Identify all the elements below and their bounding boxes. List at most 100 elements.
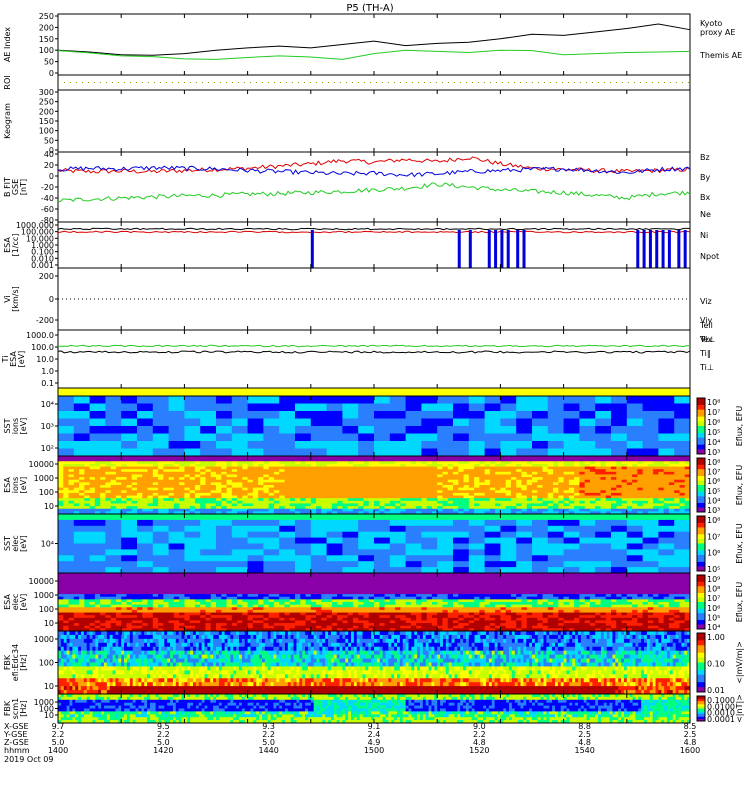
esa-ion-cell [595, 474, 601, 478]
esa-elec-cell [416, 580, 422, 584]
esa-ion-cell [500, 500, 507, 504]
esa-ion-cell [194, 477, 201, 481]
esa-elec-cell [131, 588, 138, 592]
esa-elec-cell [94, 580, 101, 584]
sst-ion-cell [516, 411, 533, 419]
esa-ion-cell [305, 456, 312, 460]
esa-ion-cell [94, 485, 101, 489]
esa-ion-cell [563, 485, 570, 489]
esa-ion-cell [679, 469, 686, 473]
esa-ion-cell [516, 482, 522, 486]
esa-ion-cell [547, 498, 554, 502]
esa-elec-cell [352, 583, 359, 587]
esa-ion-cell [268, 487, 275, 491]
esa-ion-cell [258, 463, 264, 467]
esa-ion-cell [532, 508, 538, 512]
esa-ion-cell [200, 503, 206, 507]
esa-ion-cell [442, 506, 449, 510]
esa-elec-cell [231, 573, 238, 577]
sst-elec-cell [184, 543, 201, 550]
esa-elec-cell [273, 578, 280, 582]
esa-elec-cell [258, 578, 264, 582]
esa-ion-cell [115, 492, 122, 496]
sst-ion-cell [310, 433, 327, 442]
esa-ion-cell [611, 474, 617, 478]
esa-elec-cell [647, 573, 654, 577]
esa-ion-cell [79, 456, 85, 460]
esa-elec-cell [653, 578, 659, 582]
esa-ion-cell [621, 469, 628, 473]
esa-ion-cell [489, 458, 496, 462]
esa-ion-cell [532, 466, 538, 470]
esa-elec-cell [605, 591, 612, 595]
esa-ion-cell [268, 461, 275, 465]
esa-ion-cell [563, 508, 570, 512]
esa-ion-cell [584, 469, 591, 473]
esa-elec-cell [626, 578, 633, 582]
esa-elec-cell [79, 586, 85, 590]
esa-ion-ytick-label: 100 [39, 488, 54, 497]
esa-ion-cell [595, 490, 601, 494]
esa-elec-cell [205, 588, 212, 592]
esa-elec-cell [194, 575, 201, 579]
esa-ion-cell [284, 466, 291, 470]
esa-ion-cell [542, 511, 549, 515]
esa-ion-cell [468, 463, 475, 467]
esa-ion-cell [595, 511, 601, 515]
esa-ion-cell [105, 492, 112, 496]
sst-ion-cell [516, 426, 533, 434]
esa-ion-cell [521, 498, 528, 502]
sst-elec-cell [642, 543, 659, 550]
sst-ion-cell [658, 403, 675, 412]
esa-ion-cell [152, 482, 159, 486]
sst-ion-cell [152, 403, 169, 412]
esa-ion-cell [395, 492, 401, 496]
esa-ion-cell [542, 458, 549, 462]
esa-ion-cell [437, 477, 443, 481]
esa-ion-cell [89, 471, 96, 475]
esa-ion-cell [500, 495, 507, 499]
esa-ion-cell [279, 498, 285, 502]
esa-ion-cell [263, 495, 270, 499]
sst-elec-cell [468, 519, 485, 527]
sst-ion-cell [310, 448, 327, 457]
sst-elec-cell [247, 543, 264, 550]
esa-elec-cell [347, 591, 354, 595]
esa-ion-cell [352, 474, 359, 478]
esa-ion-cell [84, 490, 90, 494]
esa-ion-cell [368, 511, 375, 515]
esa-ion-cell [626, 469, 633, 473]
esa-ion-cell [668, 511, 675, 515]
sst-ion-cell [295, 441, 312, 449]
esa-ion-cell [216, 477, 222, 481]
esa-elec-cell [179, 578, 185, 582]
esa-ion-cell [84, 511, 90, 515]
esa-ion-cell [395, 495, 401, 499]
esa-elec-cell [358, 594, 364, 598]
esa-elec-cell [416, 583, 422, 587]
esa-ion-cell [547, 482, 554, 486]
density-npot-drop [642, 230, 646, 268]
esa-elec-cell [521, 591, 528, 595]
esa-elec-cell [468, 586, 475, 590]
sst-ion-cell [579, 418, 596, 427]
esa-ion-cell [89, 506, 96, 510]
esa-ion-cell [226, 506, 233, 510]
esa-ion-cell [179, 479, 185, 483]
esa-ion-cell [179, 492, 185, 496]
esa-elec-cell [632, 586, 638, 590]
esa-ion-cell [505, 492, 512, 496]
esa-ion-cell [447, 511, 454, 515]
esa-elec-cell [437, 596, 443, 600]
esa-ion-colorbar-cell [697, 462, 705, 466]
esa-elec-cell [68, 586, 75, 590]
sst-elec-cell [579, 543, 596, 550]
esa-elec-cell [173, 594, 180, 598]
esa-ion-cell [221, 482, 227, 486]
esa-elec-cell [600, 575, 607, 579]
esa-ion-cell [668, 463, 675, 467]
esa-elec-cell [400, 573, 406, 577]
esa-ion-cell [358, 463, 364, 467]
esa-ion-cell [568, 477, 575, 481]
sst-elec-cell [421, 519, 438, 527]
